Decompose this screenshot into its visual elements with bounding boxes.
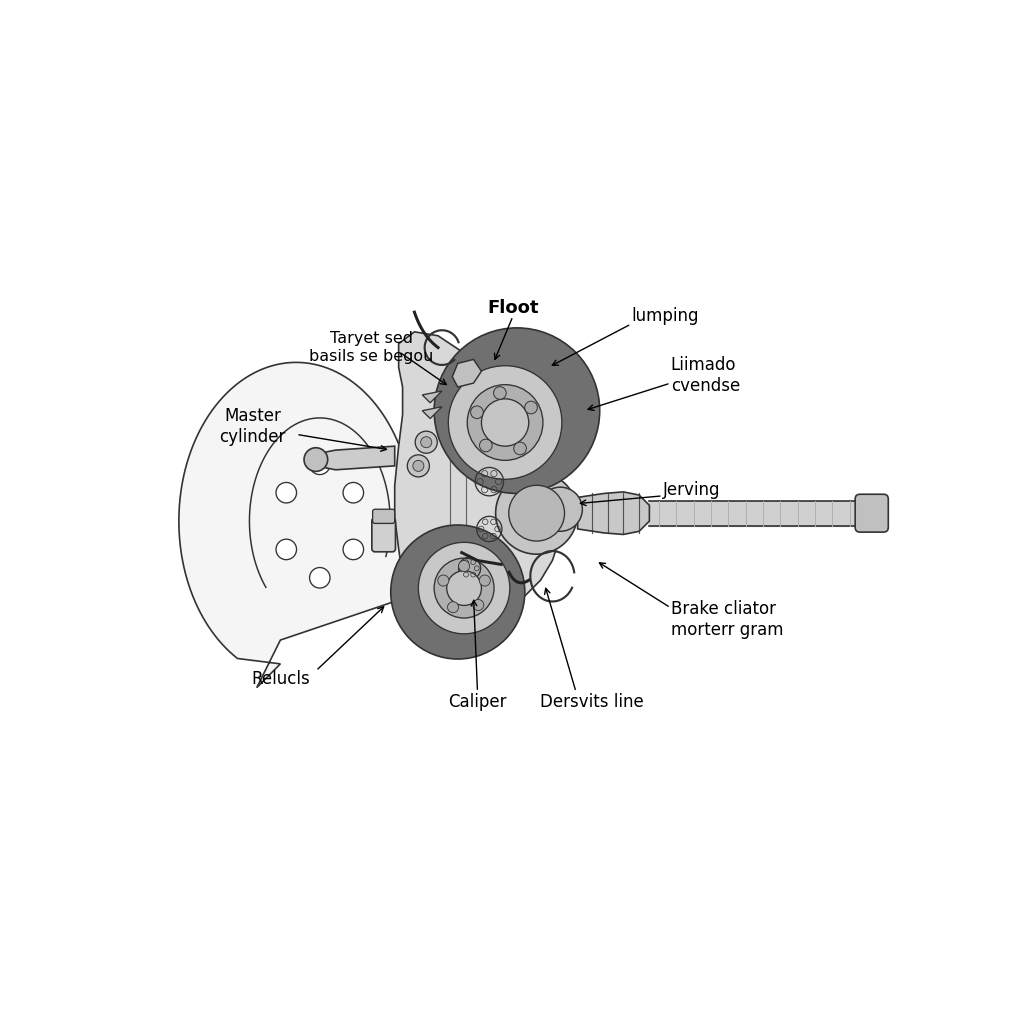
- Text: Master
cylinder: Master cylinder: [219, 408, 286, 445]
- Circle shape: [459, 560, 470, 571]
- Circle shape: [304, 447, 328, 471]
- Circle shape: [509, 485, 564, 541]
- Circle shape: [473, 599, 483, 610]
- FancyBboxPatch shape: [855, 495, 888, 532]
- Text: Jerving: Jerving: [663, 480, 720, 499]
- Circle shape: [467, 385, 543, 461]
- Circle shape: [309, 454, 330, 474]
- Circle shape: [421, 436, 432, 447]
- Circle shape: [524, 401, 538, 414]
- Circle shape: [391, 525, 524, 659]
- Circle shape: [438, 575, 449, 586]
- Polygon shape: [179, 362, 414, 688]
- Text: Taryet sed
basils se begou: Taryet sed basils se begou: [309, 332, 433, 364]
- Polygon shape: [315, 446, 394, 470]
- Circle shape: [343, 540, 364, 560]
- Circle shape: [471, 406, 483, 419]
- Polygon shape: [578, 492, 649, 535]
- Circle shape: [415, 431, 437, 454]
- FancyBboxPatch shape: [372, 518, 395, 552]
- FancyBboxPatch shape: [373, 509, 394, 523]
- Circle shape: [413, 461, 424, 471]
- Circle shape: [449, 366, 562, 479]
- Polygon shape: [453, 359, 481, 387]
- Text: Caliper: Caliper: [449, 693, 507, 712]
- Text: Brake cliator
morterr gram: Brake cliator morterr gram: [671, 600, 783, 639]
- Polygon shape: [422, 407, 442, 419]
- Circle shape: [479, 575, 490, 586]
- Circle shape: [494, 387, 506, 399]
- Text: Relucls: Relucls: [251, 670, 309, 688]
- Polygon shape: [394, 332, 564, 615]
- Circle shape: [479, 439, 493, 452]
- Text: Liimado
cvendse: Liimado cvendse: [671, 355, 740, 394]
- Circle shape: [496, 472, 578, 554]
- Circle shape: [408, 455, 429, 477]
- Text: Dersvits line: Dersvits line: [540, 693, 644, 712]
- Text: lumping: lumping: [631, 307, 698, 325]
- Circle shape: [481, 399, 528, 446]
- Circle shape: [309, 567, 330, 588]
- Circle shape: [447, 602, 459, 612]
- Circle shape: [446, 570, 481, 605]
- Polygon shape: [422, 391, 442, 402]
- Circle shape: [276, 540, 297, 560]
- Circle shape: [434, 558, 494, 618]
- Circle shape: [434, 328, 600, 494]
- Circle shape: [276, 482, 297, 503]
- Text: Floot: Floot: [487, 299, 539, 317]
- Circle shape: [539, 487, 583, 531]
- Circle shape: [419, 543, 510, 634]
- Circle shape: [343, 482, 364, 503]
- Circle shape: [514, 442, 526, 455]
